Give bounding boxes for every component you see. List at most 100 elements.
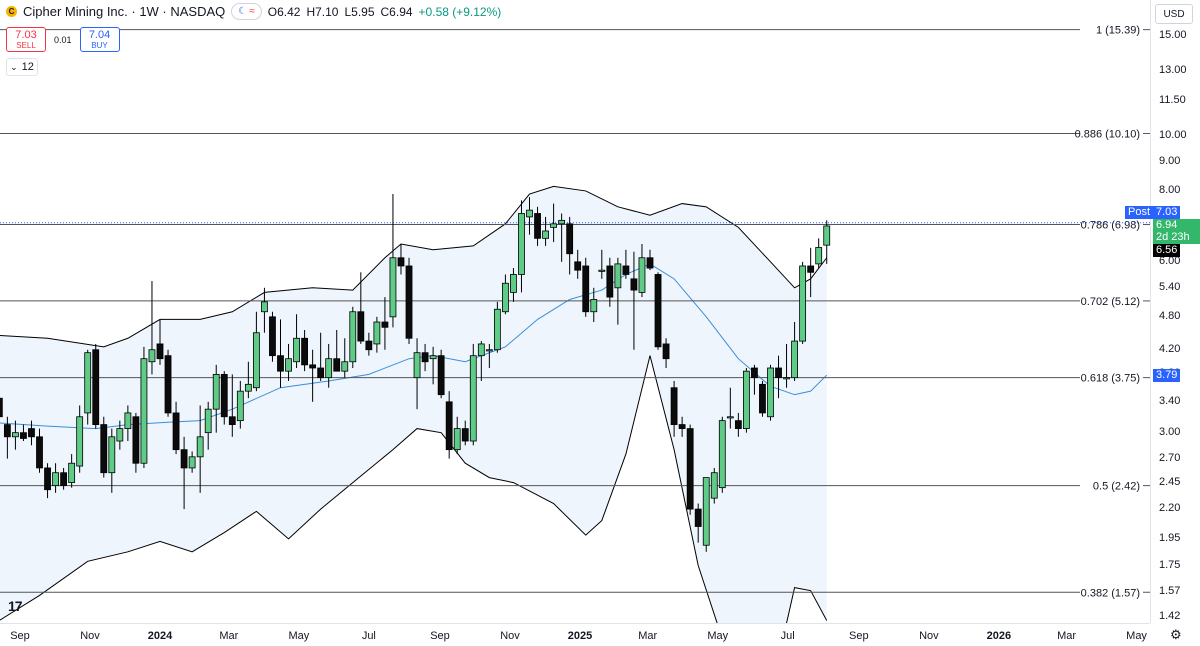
buy-button[interactable]: 7.04 BUY <box>79 27 120 52</box>
price-tick-label: 1.95 <box>1159 531 1181 544</box>
candle-body-87 <box>694 508 702 527</box>
candle-body-22 <box>172 412 180 451</box>
candle-body-97 <box>775 367 782 379</box>
candle-body-69 <box>550 223 558 228</box>
open-value: O6.42 <box>267 4 301 19</box>
bollinger-band-fill <box>0 186 827 623</box>
candle-body-81 <box>646 257 654 269</box>
price-tick-label: 8.00 <box>1159 183 1181 196</box>
time-tick-label: Sep <box>430 630 450 642</box>
candle-body-65 <box>518 213 525 275</box>
candle-body-53 <box>421 352 429 363</box>
candle-body-58 <box>461 428 469 442</box>
time-tick-label: Mar <box>219 630 239 642</box>
candle-body-89 <box>710 472 718 499</box>
last-price-badge: 6.94 2d 23h <box>1153 219 1200 244</box>
candle-body-0 <box>0 397 3 418</box>
candle-body-80 <box>638 257 646 293</box>
candle-body-72 <box>574 261 582 271</box>
symbol-title[interactable]: Cipher Mining Inc. · 1W · NASDAQ <box>23 4 226 19</box>
candle-body-34 <box>269 316 276 357</box>
time-tick-label: May <box>707 630 729 642</box>
candle-body-31 <box>244 383 252 392</box>
buy-price: 7.04 <box>88 29 111 41</box>
candle-body-62 <box>493 308 501 351</box>
basis-price-badge: 3.79 <box>1153 369 1181 382</box>
candle-body-51 <box>405 265 413 339</box>
time-tick-label: Nov <box>919 630 939 642</box>
time-tick-label: 2024 <box>147 630 173 642</box>
price-tick-label: 13.00 <box>1159 64 1187 77</box>
candle-body-103 <box>823 225 831 246</box>
sell-button[interactable]: 7.03 SELL <box>6 27 46 52</box>
price-tick-label: 3.40 <box>1159 394 1181 407</box>
candle-body-40 <box>317 367 325 379</box>
candle-body-96 <box>767 367 774 418</box>
candle-body-73 <box>582 265 590 313</box>
candle-body-7 <box>52 472 59 487</box>
mid-price-badge: 6.56 <box>1153 244 1181 257</box>
wave-icon: ≈ <box>249 6 255 17</box>
candle-body-1 <box>3 424 11 438</box>
bollinger-lower-line <box>0 355 828 623</box>
bollinger-upper-line <box>0 185 828 348</box>
candle-body-2 <box>12 432 19 438</box>
candle-body-3 <box>20 432 27 439</box>
post-market-label: Post <box>1125 206 1154 219</box>
chart-plot-area[interactable]: 1 (15.39) 0.886 (10.10) 0.786 (6.98) 0.702 … <box>0 0 1150 623</box>
candle-body-82 <box>654 274 662 348</box>
candle-body-88 <box>702 477 710 546</box>
candle-body-28 <box>220 373 228 418</box>
spread-value: 0.01 <box>54 34 72 45</box>
currency-selector[interactable]: USD <box>1155 4 1193 24</box>
candle-body-93 <box>742 370 750 429</box>
candle-body-57 <box>453 428 461 451</box>
gear-icon[interactable]: ⚙ <box>1170 627 1182 642</box>
time-tick-label: May <box>1126 630 1147 642</box>
candle-body-42 <box>333 358 341 372</box>
candle-body-9 <box>68 462 76 483</box>
candle-body-68 <box>542 230 549 239</box>
candle-body-78 <box>622 265 630 275</box>
time-tick-label: Nov <box>500 630 520 642</box>
candle-body-101 <box>807 265 815 273</box>
candle-body-12 <box>92 349 100 425</box>
candle-body-56 <box>445 401 453 451</box>
price-tick-label: 4.20 <box>1159 342 1181 355</box>
time-tick-label: Mar <box>638 630 658 642</box>
candle-body-50 <box>397 257 405 267</box>
price-tick-label: 2.70 <box>1159 451 1181 464</box>
candle-body-48 <box>381 321 389 328</box>
candle-body-32 <box>252 332 260 389</box>
candle-body-17 <box>132 416 140 464</box>
candle-body-14 <box>108 436 116 474</box>
time-tick-label: Sep <box>10 630 30 642</box>
candle-body-8 <box>60 472 68 487</box>
symbol-header: C Cipher Mining Inc. · 1W · NASDAQ ☾ ≈ O… <box>6 3 506 20</box>
candle-body-92 <box>734 420 742 429</box>
sell-price: 7.03 <box>15 29 37 41</box>
price-tick-label: 15.00 <box>1159 29 1187 41</box>
candle-body-20 <box>156 343 164 360</box>
indicator-count: 12 <box>21 61 34 73</box>
chart-canvas[interactable]: 1 (15.39) 0.886 (10.10) 0.786 (6.98) 0.702 … <box>0 0 1150 623</box>
candle-body-90 <box>718 420 726 489</box>
session-toggle[interactable]: ☾ ≈ <box>231 3 262 20</box>
tradingview-logo-icon[interactable]: 17 <box>8 598 23 614</box>
candle-body-25 <box>196 436 204 458</box>
fib-label-2: 0.786 (6.98) <box>1081 220 1140 232</box>
price-tick-label: 1.57 <box>1159 585 1181 598</box>
last-price: 6.94 <box>1156 219 1178 231</box>
candle-body-75 <box>598 269 606 272</box>
price-tick-label: 1.75 <box>1159 558 1181 571</box>
company-logo-icon: C <box>6 6 17 17</box>
ohlc-values: O6.42 H7.10 L5.95 C6.94 +0.58 (+9.12%) <box>268 5 502 19</box>
price-axis[interactable]: 15.0013.0011.5010.009.008.007.006.005.40… <box>1150 0 1200 623</box>
candle-body-59 <box>469 355 477 442</box>
indicator-count-toggle[interactable]: ⌄ 12 <box>6 58 38 76</box>
candle-body-43 <box>341 361 349 372</box>
fib-label-5: 0.5 (2.42) <box>1093 481 1140 493</box>
candle-body-83 <box>662 343 670 360</box>
time-axis[interactable]: Sep Nov 2024 Mar May Jul Sep Nov 2025 Mar May Jul Se… <box>0 623 1150 646</box>
candle-body-60 <box>477 343 485 357</box>
